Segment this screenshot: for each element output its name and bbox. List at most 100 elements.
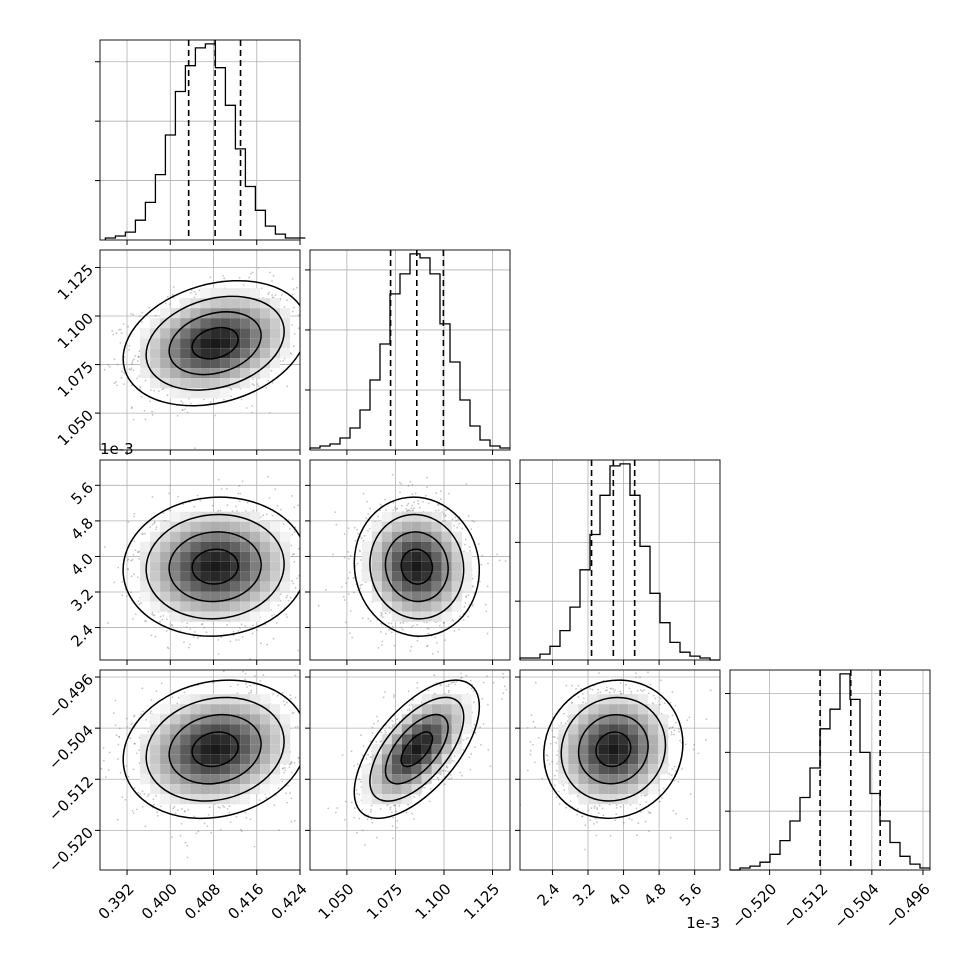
scatter-point: [121, 796, 124, 798]
scatter-point: [130, 368, 132, 371]
scatter-point: [102, 747, 105, 749]
scatter-point: [183, 810, 186, 813]
density-cell: [200, 794, 211, 805]
scatter-point: [589, 687, 592, 690]
scatter-point: [393, 804, 396, 807]
density-cell: [618, 724, 629, 735]
density-cell: [170, 318, 181, 329]
scatter-point: [465, 596, 468, 598]
scatter-point: [332, 553, 335, 556]
scatter-point: [460, 653, 462, 655]
density-cell: [160, 704, 171, 715]
scatter-point: [396, 827, 398, 829]
scatter-point: [302, 705, 304, 707]
density-cell: [391, 541, 402, 552]
density-cell: [391, 571, 402, 582]
density-cell: [461, 714, 472, 725]
scatter-point: [597, 688, 599, 691]
scatter-point: [131, 406, 133, 408]
density-cell: [391, 611, 402, 622]
density-cell: [170, 348, 181, 359]
scatter-point: [350, 750, 353, 753]
density-cell: [598, 734, 609, 745]
scatter-point: [312, 527, 314, 529]
panel-frame: [309, 249, 511, 451]
scatter-point: [393, 694, 395, 696]
scatter-point: [605, 686, 608, 689]
scatter-point: [628, 687, 631, 690]
density-cell: [421, 591, 432, 602]
density-cell: [220, 714, 231, 725]
scatter-point: [353, 816, 356, 819]
scatter-point: [554, 784, 556, 787]
density-cell: [411, 561, 422, 572]
scatter-point: [335, 287, 337, 289]
scatter-point: [138, 762, 141, 765]
density-cell: [558, 774, 569, 785]
scatter-point: [447, 691, 450, 694]
density-cell: [200, 551, 211, 562]
density-cell: [150, 368, 161, 379]
scatter-point: [160, 805, 162, 808]
density-cell: [250, 521, 261, 532]
scatter-point: [392, 501, 395, 504]
scatter-point: [475, 667, 477, 669]
scatter-point: [636, 834, 638, 837]
scatter-point: [285, 613, 288, 616]
scatter-point: [462, 739, 465, 741]
scatter-point: [128, 368, 131, 371]
scatter-point: [272, 274, 275, 277]
density-cell: [421, 734, 432, 745]
scatter-point: [295, 286, 298, 289]
density-cell: [451, 571, 462, 582]
scatter-point: [581, 815, 584, 818]
scatter-point: [379, 808, 382, 810]
scatter-point: [596, 808, 599, 810]
scatter-point: [141, 533, 144, 536]
density-cell: [170, 358, 181, 369]
scatter-point: [244, 672, 247, 675]
scatter-point: [439, 684, 442, 687]
scatter-point: [265, 387, 268, 389]
density-cell: [230, 694, 241, 705]
density-cell: [240, 511, 251, 522]
scatter-point: [474, 732, 477, 735]
scatter-point: [546, 754, 549, 757]
density-cell: [200, 581, 211, 592]
density-cell: [260, 551, 271, 562]
scatter-point: [369, 810, 372, 813]
density-cell: [411, 744, 422, 755]
scatter-point: [481, 697, 484, 700]
density-cell: [190, 704, 201, 715]
density-cell: [411, 764, 422, 775]
scatter-point: [151, 410, 154, 413]
density-cell: [598, 714, 609, 725]
scatter-point: [260, 287, 263, 290]
scatter-point: [414, 492, 417, 495]
density-cell: [381, 754, 392, 765]
scatter-point: [251, 405, 254, 407]
x-tick-label: 0.400: [138, 880, 181, 923]
scatter-point: [267, 293, 269, 295]
scatter-point: [103, 546, 106, 548]
scatter-point: [141, 311, 144, 314]
density-cell: [391, 784, 402, 795]
scatter-point: [193, 815, 196, 818]
density-cell: [391, 561, 402, 572]
scatter-point: [349, 571, 351, 574]
scatter-point: [591, 688, 594, 691]
scatter-point: [153, 521, 156, 523]
density-cell: [220, 694, 231, 705]
density-cell: [270, 531, 281, 542]
density-cell: [140, 734, 151, 745]
scatter-point: [319, 552, 321, 554]
density-cell: [371, 551, 382, 562]
density-cell: [200, 744, 211, 755]
density-cell: [608, 754, 619, 765]
x-tick-label: 2.4: [534, 880, 564, 910]
density-cell: [150, 601, 161, 612]
scatter-point: [380, 611, 383, 614]
scatter-point: [291, 310, 294, 313]
density-cell: [411, 754, 422, 765]
contour-line: [369, 696, 465, 802]
